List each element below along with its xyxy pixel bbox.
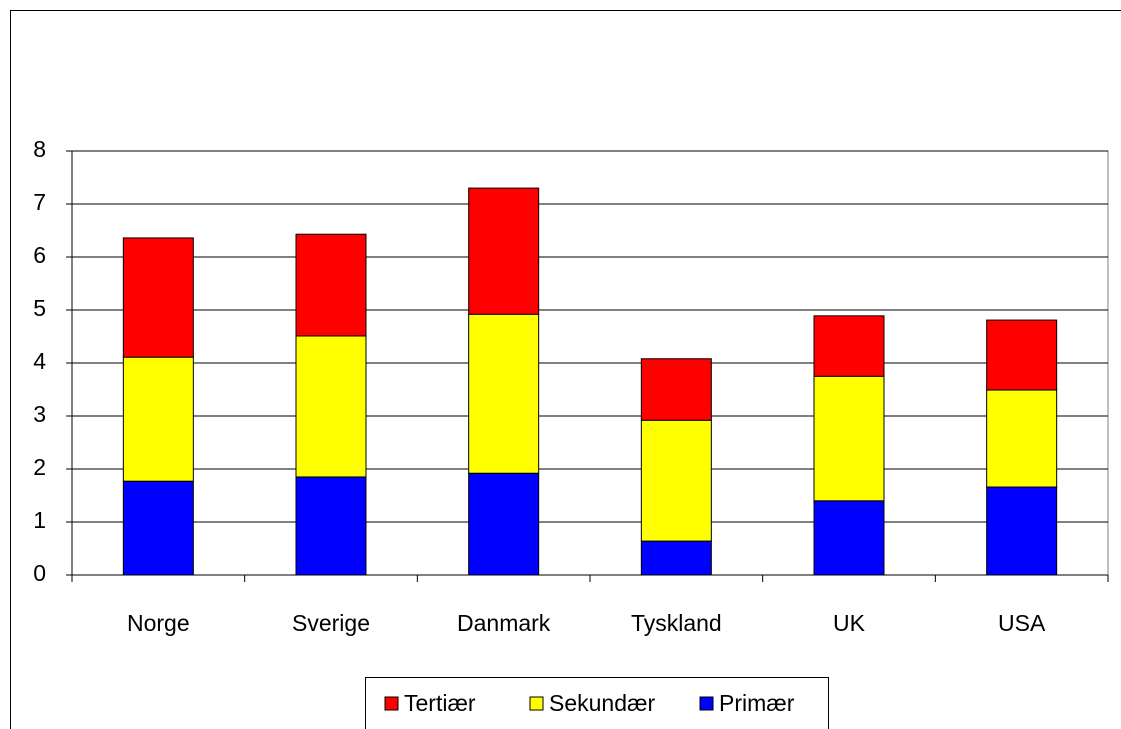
bar-segment xyxy=(813,500,885,576)
bar-segment xyxy=(986,389,1058,488)
y-tick-label: 8 xyxy=(33,136,46,162)
x-tick-label: Danmark xyxy=(457,610,551,636)
bar-segment xyxy=(813,315,885,377)
legend-swatch xyxy=(529,696,544,711)
bar-segment xyxy=(295,476,367,576)
bar-segment xyxy=(295,335,367,478)
x-tick-label: Sverige xyxy=(292,610,370,636)
x-tick-label: USA xyxy=(998,610,1046,636)
legend-swatch xyxy=(384,696,399,711)
y-tick-label: 7 xyxy=(33,189,46,215)
bar-segment xyxy=(813,375,885,502)
x-tick-label: Norge xyxy=(127,610,190,636)
bar-segment xyxy=(295,233,367,337)
bar-segment xyxy=(640,540,712,576)
legend-swatch xyxy=(699,696,714,711)
x-tick-label: Tyskland xyxy=(631,610,722,636)
bar-segment xyxy=(468,187,540,315)
y-tick-label: 6 xyxy=(33,242,46,268)
bar-segment xyxy=(986,486,1058,576)
y-tick-label: 1 xyxy=(33,507,46,533)
y-tick-label: 4 xyxy=(33,348,46,374)
bar-segment xyxy=(468,313,540,474)
legend-label: Tertiær xyxy=(404,690,476,716)
y-tick-label: 0 xyxy=(33,560,46,586)
bar-segment xyxy=(640,358,712,421)
y-tick-label: 3 xyxy=(33,401,46,427)
legend-box xyxy=(365,677,829,729)
x-tick-label: UK xyxy=(833,610,866,636)
bar-segment xyxy=(122,356,194,482)
y-tick-label: 2 xyxy=(33,454,46,480)
bar-segment xyxy=(986,319,1058,391)
bar-segment xyxy=(122,480,194,576)
bar-segment xyxy=(640,419,712,542)
bar-segment xyxy=(122,237,194,358)
bar-segment xyxy=(468,472,540,576)
legend-label: Primær xyxy=(719,690,795,716)
y-tick-label: 5 xyxy=(33,295,46,321)
legend-label: Sekundær xyxy=(549,690,655,716)
